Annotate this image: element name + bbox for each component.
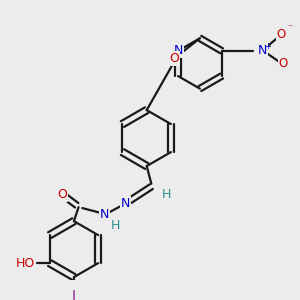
Text: N: N (121, 197, 130, 210)
Text: O: O (169, 52, 179, 65)
Text: +: + (264, 42, 271, 51)
Text: O: O (277, 28, 286, 40)
Text: N: N (100, 208, 110, 221)
Text: O: O (57, 188, 67, 201)
Text: H: H (111, 219, 121, 232)
Text: HO: HO (16, 256, 35, 270)
Text: H: H (162, 188, 171, 201)
Text: I: I (72, 289, 76, 300)
Text: ⁻: ⁻ (287, 23, 292, 34)
Text: O: O (279, 57, 288, 70)
Text: N: N (258, 44, 267, 57)
Text: N: N (173, 44, 183, 57)
